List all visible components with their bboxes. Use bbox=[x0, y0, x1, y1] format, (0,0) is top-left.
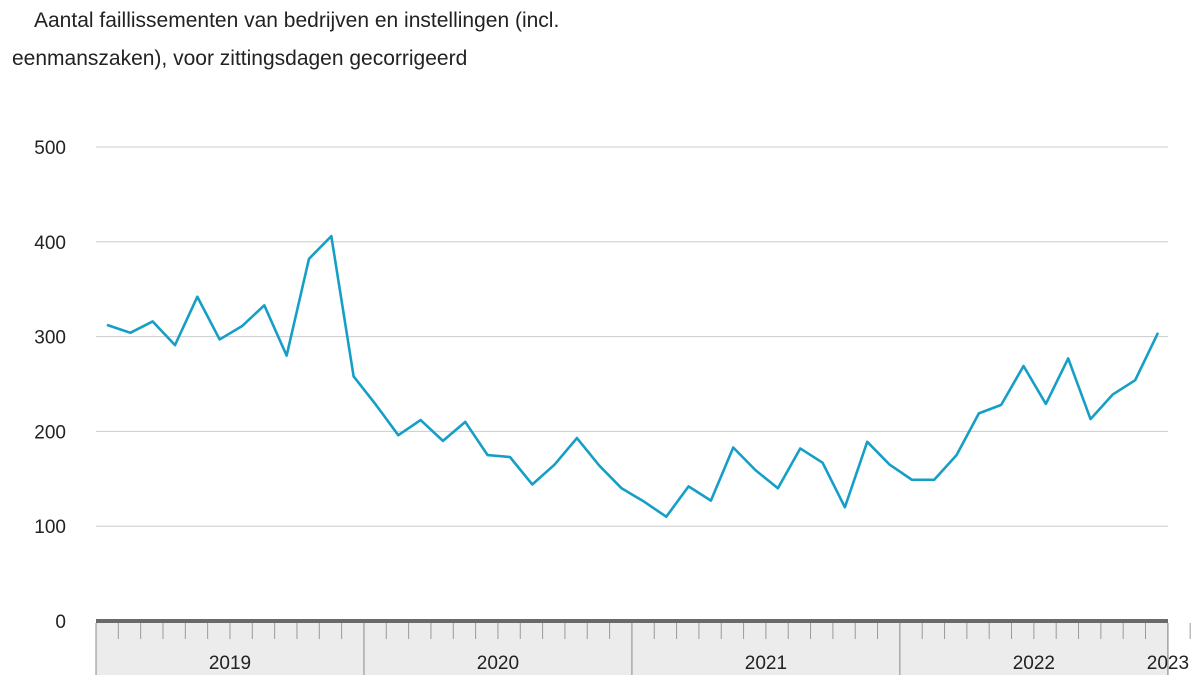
series-layer bbox=[106, 234, 1159, 519]
year-label-2019: 2019 bbox=[209, 653, 251, 674]
series-line-0 bbox=[106, 234, 1159, 519]
y-axis-tick-labels: 0 100 200 300 400 500 bbox=[34, 138, 66, 633]
x-axis-year-labels: 2019 2020 2021 2022 2023 bbox=[209, 653, 1189, 674]
year-label-2021: 2021 bbox=[745, 653, 787, 674]
year-label-2022: 2022 bbox=[1013, 653, 1055, 674]
y-tick-label-500: 500 bbox=[34, 138, 66, 159]
y-tick-label-100: 100 bbox=[34, 517, 66, 538]
year-label-2023: 2023 bbox=[1147, 653, 1189, 674]
chart-title: Aantal faillissementen van bedrijven en … bbox=[12, 9, 560, 70]
gridlines bbox=[96, 146, 1168, 527]
year-label-2020: 2020 bbox=[477, 653, 519, 674]
y-tick-label-400: 400 bbox=[34, 233, 66, 254]
y-tick-label-300: 300 bbox=[34, 328, 66, 349]
y-tick-label-200: 200 bbox=[34, 422, 66, 443]
x-axis-month-ticks bbox=[95, 623, 1191, 675]
y-tick-label-0: 0 bbox=[55, 612, 66, 633]
